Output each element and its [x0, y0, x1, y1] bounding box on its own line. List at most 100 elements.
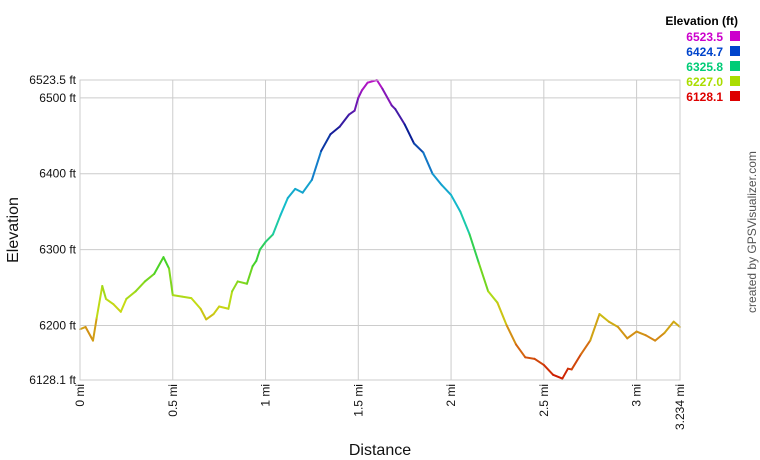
elevation-segment [329, 125, 341, 136]
elevation-segment [607, 320, 620, 328]
elevation-segment [286, 187, 297, 199]
elevation-segment [104, 297, 115, 306]
elevation-segment [338, 113, 351, 128]
elevation-segment [431, 172, 443, 187]
x-tick-labels: 0 mi 0.5 mi 1 mi 1.5 mi 2 mi 2.5 mi 3 mi 3.234 … [73, 384, 687, 430]
legend-swatch [730, 91, 740, 101]
elevation-segment [218, 305, 230, 310]
x-tick-label: 0.5 mi [166, 384, 180, 417]
elevation-segment [496, 301, 508, 327]
elevation-segment [672, 320, 681, 328]
elevation-segment [381, 87, 393, 107]
x-tick-label: 3.234 mi [673, 384, 687, 430]
elevation-segment [561, 367, 569, 380]
elevation-segment [505, 324, 517, 346]
elevation-segment [644, 334, 657, 342]
elevation-segment [310, 149, 323, 181]
legend-value: 6523.5 [686, 30, 723, 44]
y-tick-label: 6300 ft [39, 243, 76, 257]
elevation-segment [294, 187, 304, 194]
elevation-segment [663, 320, 675, 335]
elevation-segment [190, 297, 202, 310]
elevation-segment [348, 109, 356, 116]
elevation-segment [589, 313, 601, 342]
elevation-segment [552, 373, 564, 380]
x-tick-label: 1.5 mi [351, 384, 365, 417]
elevation-segment [412, 142, 425, 154]
x-tick-label: 2 mi [444, 384, 458, 407]
elevation-segment [171, 294, 184, 298]
legend-swatch [730, 61, 740, 71]
elevation-segment [654, 332, 666, 342]
legend-value: 6424.7 [686, 45, 723, 59]
elevation-segment [403, 123, 415, 145]
elevation-segment [533, 357, 545, 366]
plot-area [80, 80, 680, 380]
elevation-segment [181, 295, 193, 300]
elevation-segment [271, 214, 282, 236]
elevation-segment [153, 256, 165, 275]
elevation-segment [227, 290, 234, 310]
elevation-segment [617, 325, 629, 340]
y-tick-label: 6500 ft [39, 91, 76, 105]
elevation-segment [459, 210, 471, 236]
elevation-segment [524, 356, 536, 360]
elevation-segment [251, 259, 258, 268]
legend-value: 6227.0 [686, 75, 723, 89]
elevation-segment [353, 96, 360, 112]
legend-value: 6128.1 [686, 90, 723, 104]
elevation-segment [162, 256, 171, 270]
elevation-segment [450, 193, 462, 213]
elevation-segment [320, 133, 332, 152]
elevation-legend: Elevation (ft) 6523.56424.76325.86227.06… [665, 14, 740, 104]
elevation-segment [514, 343, 527, 359]
elevation-segment [205, 313, 215, 321]
plot-border [79, 79, 681, 381]
elevation-segment [258, 240, 267, 251]
legend-swatch [730, 76, 740, 86]
elevation-segment [626, 330, 638, 340]
elevation-segment [95, 284, 104, 319]
x-tick-label: 1 mi [259, 384, 273, 407]
elevation-segment [255, 248, 261, 262]
x-tick-label: 2.5 mi [537, 384, 551, 417]
elevation-segment [91, 316, 98, 342]
elevation-profile [79, 79, 681, 380]
elevation-segment [279, 196, 289, 217]
legend-swatch [730, 31, 740, 41]
elevation-segment [231, 280, 239, 293]
elevation-segment [112, 303, 122, 313]
y-tick-label: 6200 ft [39, 318, 76, 332]
elevation-segment [119, 297, 128, 313]
elevation-segment [375, 79, 384, 90]
y-tick-labels: 6128.1 ft 6200 ft 6300 ft 6400 ft 6500 ft 652… [29, 73, 76, 387]
elevation-segment [357, 89, 364, 99]
elevation-segment [422, 151, 434, 175]
elevation-segment [212, 305, 221, 316]
watermark-credit: created by GPSVisualizer.com [745, 151, 759, 313]
elevation-segment [301, 178, 313, 194]
elevation-segment [440, 184, 453, 196]
legend-value: 6325.8 [686, 60, 723, 74]
elevation-segment [168, 267, 174, 297]
y-tick-label: 6400 ft [39, 167, 76, 181]
elevation-segment [361, 81, 369, 92]
elevation-segment [394, 108, 406, 126]
elevation-segment [245, 265, 254, 285]
elevation-segment [477, 262, 490, 293]
elevation-segment [487, 290, 499, 304]
elevation-segment [236, 280, 248, 285]
x-axis-title: Distance [349, 442, 411, 459]
elevation-segment [598, 313, 610, 323]
y-axis-title: Elevation [5, 197, 22, 263]
elevation-segment [579, 339, 592, 356]
elevation-segment [570, 353, 582, 371]
elevation-segment [264, 233, 274, 243]
x-tick-label: 3 mi [630, 384, 644, 407]
y-tick-label: 6128.1 ft [29, 373, 76, 387]
elevation-segment [199, 307, 208, 321]
elevation-segment [101, 284, 107, 300]
legend-swatch [730, 46, 740, 56]
x-tick-label: 0 mi [73, 384, 87, 407]
